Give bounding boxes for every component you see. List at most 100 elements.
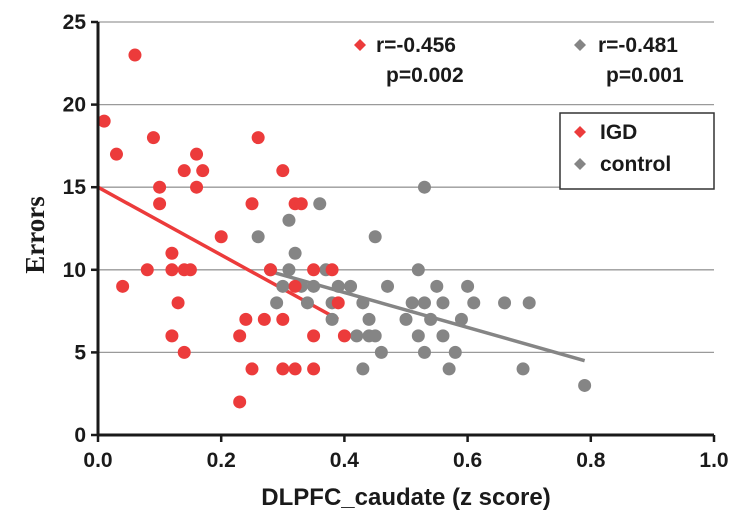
control-point [405,296,419,310]
control-point [516,362,530,376]
igd-point [263,263,277,277]
control-point [578,378,592,392]
control-point [417,296,431,310]
annotation-control-r: r=-0.481 [598,34,678,57]
legend-control-label: control [600,153,671,176]
legend-box [559,112,715,190]
axes [91,20,716,442]
igd-point [146,131,160,145]
control-point [282,213,296,227]
control-point [417,345,431,359]
control-point [454,312,468,326]
igd-point [245,197,259,211]
igd-point [116,279,130,293]
control-point [288,246,302,260]
igd-point [276,312,290,326]
control-point [424,312,438,326]
igd-point [109,147,123,161]
annotation-igd: r=-0.456 p=0.002 [354,34,464,87]
igd-point [165,246,179,260]
igd-point [307,329,321,343]
igd-point [288,279,302,293]
legend-igd-label: IGD [600,121,637,144]
legend-control-marker [574,158,586,170]
legend-igd-marker [574,126,586,138]
x-axis-title: DLPFC_caudate (z score) [261,484,550,511]
x-tick-label: 0.2 [207,449,236,472]
control-point [498,296,512,310]
igd-point [177,345,191,359]
igd-point [245,362,259,376]
igd-point [276,362,290,376]
igd-point [233,329,247,343]
igd-point [177,164,191,178]
igd-point [190,180,204,194]
control-point [307,279,321,293]
igd-point [325,263,339,277]
tick-labels: 0 5 10 15 20 25 0.0 0.2 0.4 0.6 0.8 1.0 [63,11,729,472]
control-point [374,345,388,359]
igd-point [331,296,345,310]
legend: IGD control [559,112,715,190]
control-point [356,362,370,376]
y-tick-label: 15 [63,176,87,199]
control-point [282,263,296,277]
igd-point [257,312,271,326]
igd-point [97,114,111,128]
control-point [356,296,370,310]
x-tick-label: 1.0 [699,449,728,472]
x-tick-label: 0.4 [330,449,360,472]
annotation-control-marker [574,39,586,51]
igd-point [239,312,253,326]
igd-point [196,164,210,178]
control-point [411,263,425,277]
y-axis-title: Errors [20,196,50,273]
control-point [300,296,314,310]
control-point [331,279,345,293]
control-point [399,312,413,326]
control-point [461,279,475,293]
y-tick-label: 10 [63,259,86,282]
igd-point [128,48,142,62]
x-tick-label: 0.6 [453,449,482,472]
igd-point [165,263,179,277]
control-point [430,279,444,293]
igd-point [153,197,167,211]
y-tick-label: 20 [63,94,86,117]
annotation-control-p: p=0.001 [606,64,684,87]
igd-point [171,296,185,310]
igd-point [337,329,351,343]
x-tick-label: 0.0 [83,449,112,472]
igd-point [165,329,179,343]
annotation-control: r=-0.481 p=0.001 [574,34,684,87]
data-points [97,48,592,409]
control-point [467,296,481,310]
control-point [448,345,462,359]
y-tick-label: 5 [74,341,86,364]
annotation-igd-r: r=-0.456 [376,34,456,57]
igd-point [233,395,247,409]
y-tick-label: 0 [74,424,86,447]
control-point [442,362,456,376]
control-point [411,329,425,343]
x-tick-label: 0.8 [576,449,606,472]
control-point [313,197,327,211]
control-point [522,296,536,310]
control-point [270,296,284,310]
igd-point [307,362,321,376]
igd-fit-line [97,185,340,321]
igd-point [190,147,204,161]
igd-point [153,180,167,194]
igd-point [140,263,154,277]
control-point [350,329,364,343]
control-point [436,296,450,310]
control-point [325,312,339,326]
igd-point [276,164,290,178]
control-point [276,279,290,293]
control-point [417,180,431,194]
igd-point [214,230,228,244]
igd-point [251,131,265,145]
control-point [251,230,265,244]
annotation-igd-p: p=0.002 [386,64,464,87]
